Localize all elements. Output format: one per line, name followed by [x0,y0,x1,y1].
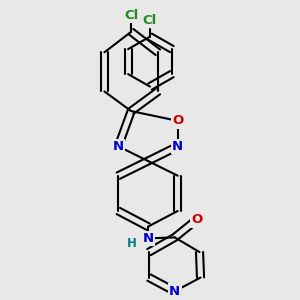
Text: Cl: Cl [124,9,138,22]
Text: N: N [113,140,124,153]
Text: N: N [142,232,154,245]
Text: N: N [169,285,180,298]
Text: Cl: Cl [143,14,157,27]
Text: O: O [172,114,183,128]
Text: N: N [172,140,183,153]
Text: H: H [127,237,137,250]
Text: O: O [191,213,202,226]
